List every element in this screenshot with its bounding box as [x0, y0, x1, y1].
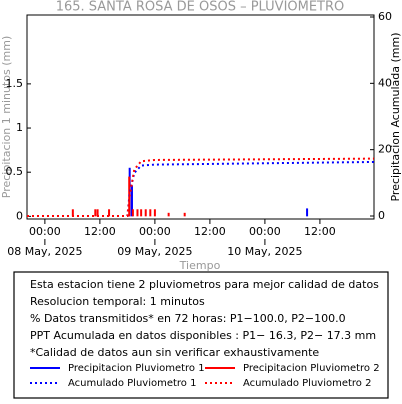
x-tick-label: 12:00 — [304, 225, 336, 238]
legend-label: Acumulado Pluviometro 2 — [243, 378, 371, 389]
y-tick-label: 0.5 — [6, 165, 24, 178]
accum-line — [27, 160, 375, 218]
x-tick-label: 12:00 — [84, 225, 116, 238]
date-label: 09 May, 2025 — [117, 245, 192, 258]
x-axis-label: Tiempo — [179, 259, 221, 272]
y2-tick-label: 60 — [378, 10, 392, 23]
y-axis-label: Precipitacion 1 minutos (mm) — [0, 36, 13, 198]
date-label: 10 May, 2025 — [227, 245, 302, 258]
y-tick-label: 0 — [16, 209, 23, 222]
note-line: *Calidad de datos aun sin verificar exha… — [30, 346, 319, 359]
y-tick-label: 1.5 — [6, 77, 24, 90]
note-line: Resolucion temporal: 1 minutos — [30, 295, 205, 308]
y-tick-label: 1 — [16, 121, 23, 134]
legend-label: Precipitacion Pluviometro 1 — [68, 363, 205, 374]
note-line: Esta estacion tiene 2 pluviometros para … — [30, 278, 379, 291]
x-tick-label: 00:00 — [139, 225, 171, 238]
date-label: 08 May, 2025 — [7, 245, 82, 258]
note-line: PPT Acumulada en datos disponibles : P1−… — [30, 329, 376, 342]
x-tick-label: 00:00 — [249, 225, 281, 238]
x-tick-label: 12:00 — [194, 225, 226, 238]
x-tick-label: 00:00 — [29, 225, 61, 238]
chart-title: 165. SANTA ROSA DE OSOS – PLUVIOMETRO — [56, 0, 345, 15]
plot-frame — [26, 14, 375, 220]
y2-tick-label: 20 — [378, 143, 392, 156]
y2-tick-label: 0 — [378, 209, 385, 222]
y2-tick-label: 40 — [378, 76, 392, 89]
accum-line — [27, 157, 375, 218]
legend-label: Precipitacion Pluviometro 2 — [243, 363, 380, 374]
notes-box — [13, 271, 389, 399]
y2-axis-label: Precipitacion Acumulada (mm) — [389, 32, 402, 201]
legend-label: Acumulado Pluviometro 1 — [68, 378, 196, 389]
note-line: % Datos transmitidos* en 72 horas: P1−10… — [30, 312, 346, 325]
